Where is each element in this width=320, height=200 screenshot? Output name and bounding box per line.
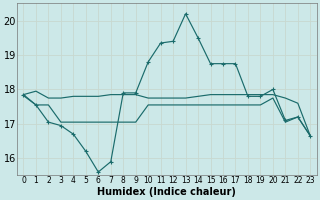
X-axis label: Humidex (Indice chaleur): Humidex (Indice chaleur) [98, 187, 236, 197]
